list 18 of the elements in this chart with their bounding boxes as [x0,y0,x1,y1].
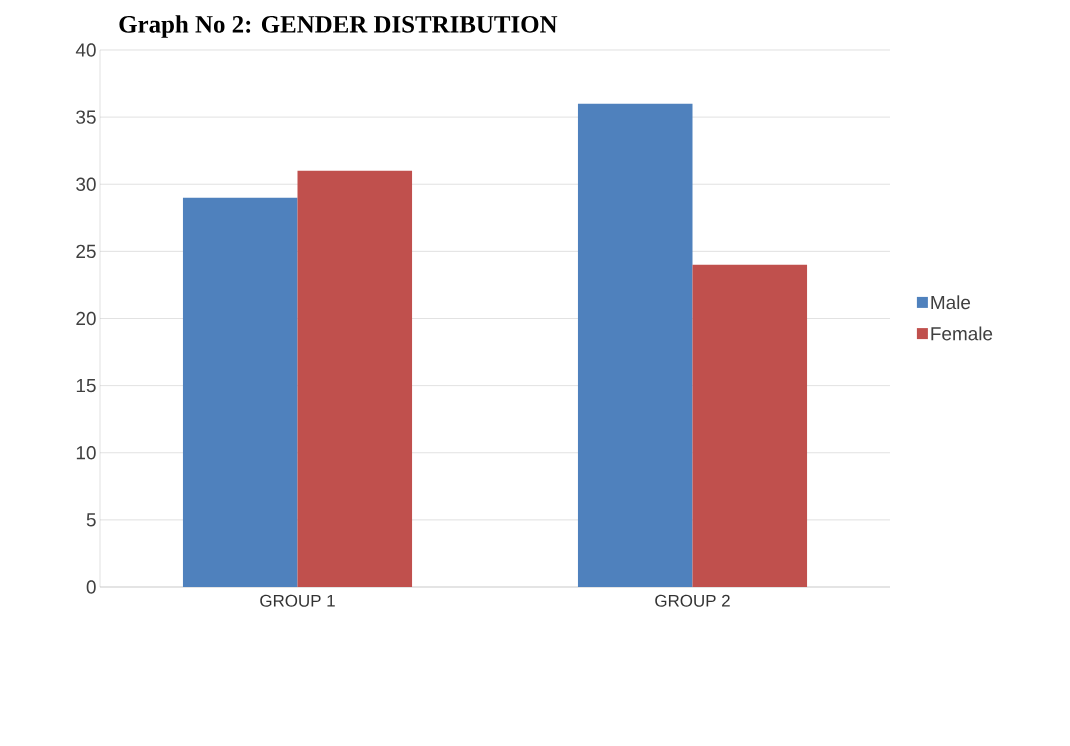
y-tick-label: 0 [86,580,96,594]
y-tick-label: 15 [76,379,96,393]
y-tick-label: 40 [75,43,96,57]
bar [182,197,298,587]
y-tick-label: 35 [76,110,96,124]
y-tick-label: 25 [76,244,96,259]
chart-title: Graph No 2: GENDER DISTRIBUTION [119,15,558,38]
bar [577,103,693,587]
y-tick-label: 30 [76,177,96,191]
y-tick-label: 10 [76,446,96,460]
bar [297,170,413,587]
y-tick-label: 5 [86,513,96,527]
x-tick-label: GROUP 2 [655,594,730,607]
legend-label: Male [931,295,971,310]
y-tick-label: 20 [76,311,96,326]
legend-label: Female [931,326,993,341]
x-tick-label: GROUP 1 [260,594,335,607]
bar [692,264,808,587]
